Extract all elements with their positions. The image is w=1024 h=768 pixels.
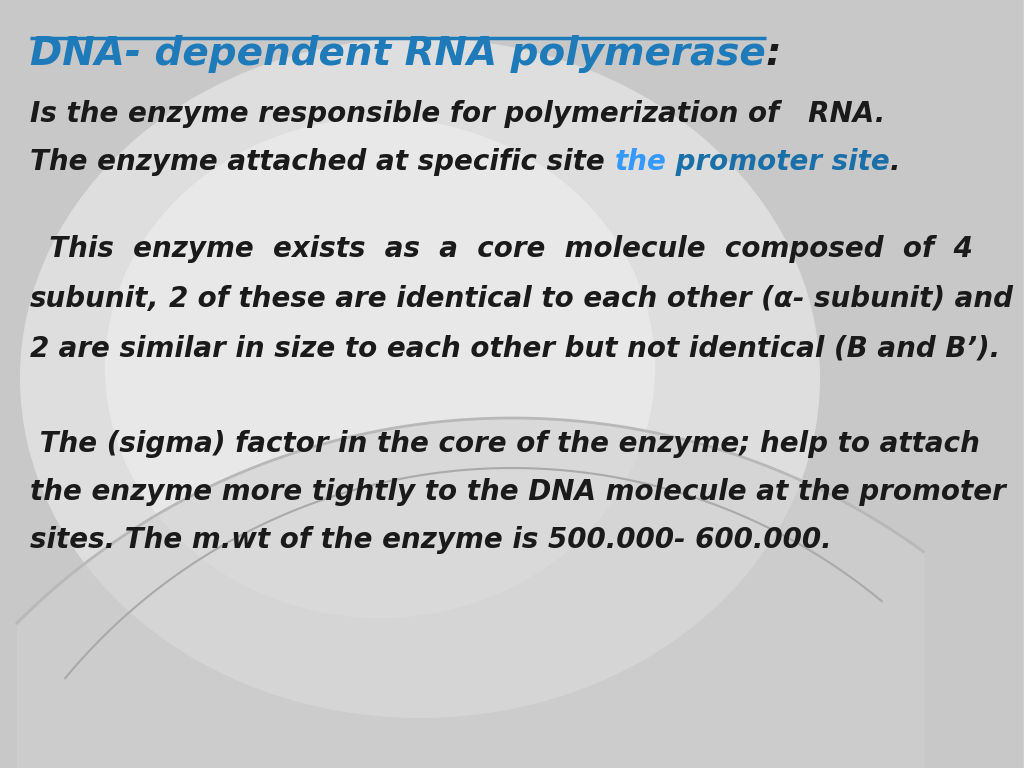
- Text: The enzyme attached at specific site: The enzyme attached at specific site: [30, 148, 614, 176]
- Text: DNA- dependent RNA polymerase: DNA- dependent RNA polymerase: [30, 35, 766, 73]
- Text: 2: 2: [169, 285, 187, 313]
- Text: The (sigma) factor in the core of the enzyme; help to attach: The (sigma) factor in the core of the en…: [30, 430, 980, 458]
- Text: of these are identical to each other (α- subunit) and: of these are identical to each other (α-…: [187, 285, 1013, 313]
- Ellipse shape: [105, 118, 655, 618]
- Text: ,: ,: [148, 285, 169, 313]
- Ellipse shape: [20, 38, 820, 718]
- Text: the: the: [614, 148, 667, 176]
- Text: .: .: [890, 148, 900, 176]
- Text: sites. The m.wt of the enzyme is 500.000- 600.000.: sites. The m.wt of the enzyme is 500.000…: [30, 526, 831, 554]
- Text: promoter site: promoter site: [667, 148, 890, 176]
- Text: This  enzyme  exists  as  a  core  molecule  composed  of: This enzyme exists as a core molecule co…: [30, 235, 944, 263]
- Text: are similar in size to each other but not identical (B and B’).: are similar in size to each other but no…: [49, 335, 1000, 363]
- Text: 4: 4: [944, 235, 973, 263]
- Text: the enzyme more tightly to the DNA molecule at the promoter: the enzyme more tightly to the DNA molec…: [30, 478, 1006, 506]
- Text: Is the enzyme responsible for polymerization of   RNA.: Is the enzyme responsible for polymeriza…: [30, 100, 886, 128]
- Text: subunit: subunit: [30, 285, 148, 313]
- Text: :: :: [766, 35, 781, 73]
- Text: 2: 2: [30, 335, 49, 363]
